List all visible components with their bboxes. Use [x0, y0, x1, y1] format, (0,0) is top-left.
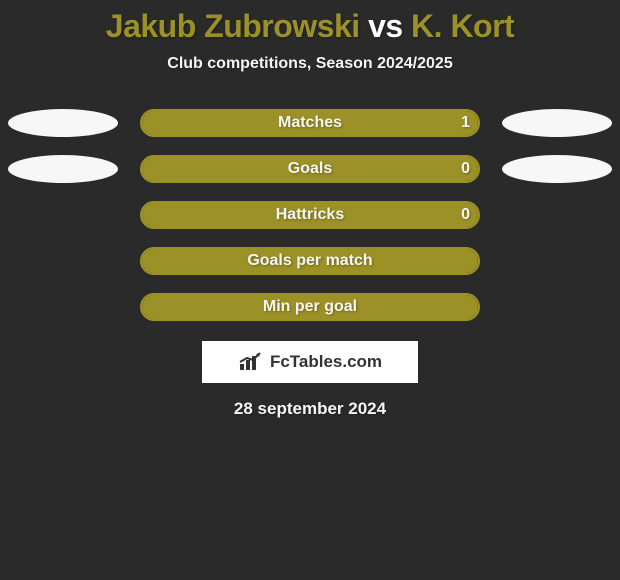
stat-label: Hattricks: [142, 203, 478, 227]
stat-row: Goals per match: [0, 247, 620, 275]
logo-text: FcTables.com: [270, 352, 382, 372]
player1-name: Jakub Zubrowski: [106, 8, 360, 44]
stats-list: Matches1Goals0Hattricks0Goals per matchM…: [0, 109, 620, 321]
stat-label: Goals per match: [142, 249, 478, 273]
subtitle: Club competitions, Season 2024/2025: [0, 55, 620, 73]
chart-icon: [238, 352, 264, 372]
stat-value-right: 0: [461, 203, 470, 227]
stat-row: Min per goal: [0, 293, 620, 321]
stat-label: Min per goal: [142, 295, 478, 319]
player1-marker: [8, 109, 118, 137]
date-label: 28 september 2024: [0, 399, 620, 419]
stat-bar: Matches1: [140, 109, 480, 137]
player2-marker: [502, 109, 612, 137]
vs-label: vs: [368, 8, 403, 44]
comparison-card: Jakub Zubrowski vs K. Kort Club competit…: [0, 0, 620, 580]
title: Jakub Zubrowski vs K. Kort: [0, 0, 620, 45]
stat-value-right: 0: [461, 157, 470, 181]
stat-label: Goals: [142, 157, 478, 181]
stat-row: Hattricks0: [0, 201, 620, 229]
player1-marker: [8, 155, 118, 183]
player2-marker: [502, 155, 612, 183]
stat-bar: Goals0: [140, 155, 480, 183]
stat-label: Matches: [142, 111, 478, 135]
stat-row: Matches1: [0, 109, 620, 137]
stat-bar: Hattricks0: [140, 201, 480, 229]
stat-value-right: 1: [461, 111, 470, 135]
player2-name: K. Kort: [411, 8, 514, 44]
logo-badge: FcTables.com: [202, 341, 418, 383]
stat-row: Goals0: [0, 155, 620, 183]
stat-bar: Min per goal: [140, 293, 480, 321]
stat-bar: Goals per match: [140, 247, 480, 275]
